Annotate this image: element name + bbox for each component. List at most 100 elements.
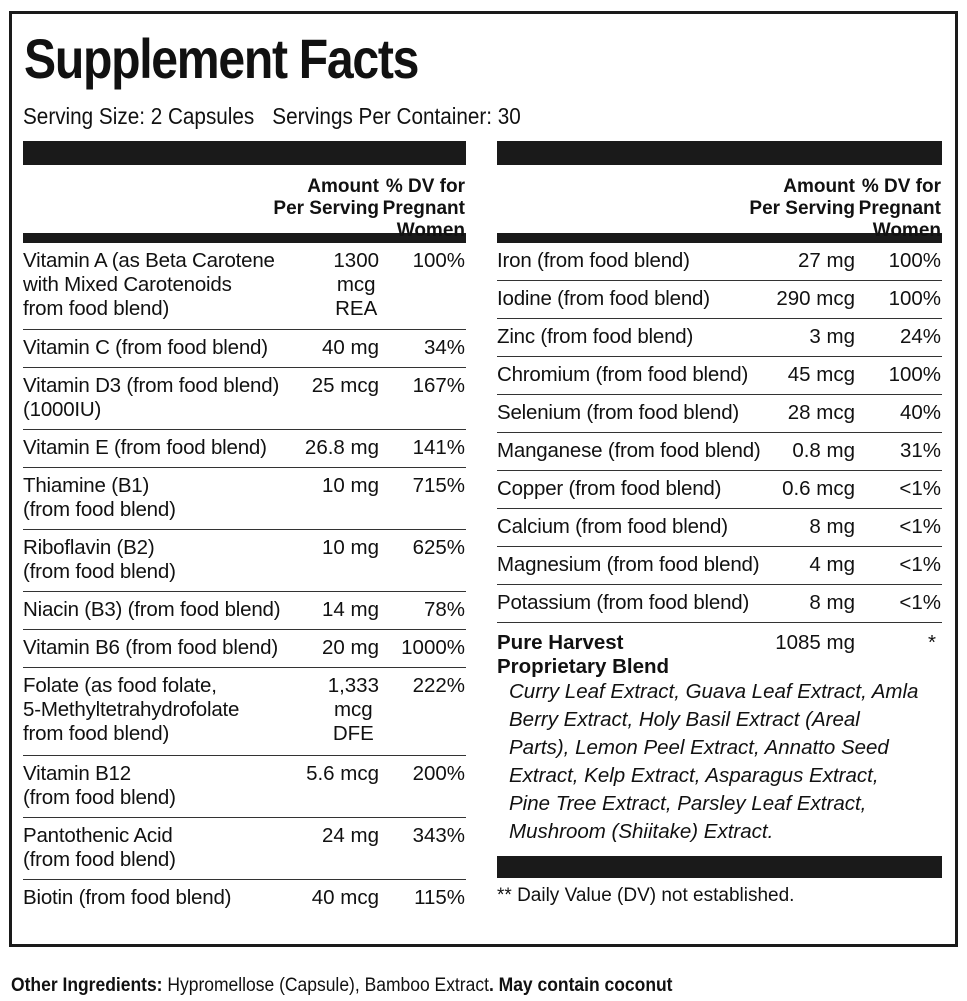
- nutrient-dv: 343%: [412, 824, 465, 847]
- other-ingredients-label: Other Ingredients:: [11, 975, 163, 996]
- nutrient-row: Biotin (from food blend) 40 mcg 115%: [23, 880, 466, 918]
- nutrient-row: Magnesium (from food blend) 4 mg <1%: [497, 547, 942, 585]
- allergen-warning: . May contain coconut: [488, 975, 673, 996]
- nutrient-name: Vitamin C (from food blend): [23, 336, 268, 359]
- nutrient-row: Vitamin B6 (from food blend) 20 mg 1000%: [23, 630, 466, 668]
- nutrient-name: Biotin (from food blend): [23, 886, 232, 909]
- nutrient-dv: 24%: [899, 325, 941, 348]
- nutrient-row: Chromium (from food blend) 45 mcg 100%: [497, 357, 942, 395]
- left-column: Amount Per Serving % DV for Pregnant Wom…: [23, 141, 466, 918]
- column-header: Amount Per Serving % DV for Pregnant Wom…: [23, 165, 466, 243]
- blend-ingredients: Curry Leaf Extract, Guava Leaf Extract, …: [509, 680, 919, 843]
- nutrient-dv: 115%: [414, 886, 465, 909]
- nutrient-amount: 10 mg: [322, 474, 379, 497]
- blend-dv: *: [928, 631, 936, 654]
- nutrient-dv: 34%: [423, 336, 465, 359]
- nutrient-amount: 20 mg: [322, 636, 379, 659]
- nutrient-row: Vitamin D3 (from food blend) (1000IU) 25 …: [23, 368, 466, 430]
- nutrient-amount: 4 mg: [809, 553, 855, 576]
- nutrient-row: Calcium (from food blend) 8 mg <1%: [497, 509, 942, 547]
- nutrient-row: Vitamin A (as Beta Carotene with Mixed C…: [23, 243, 466, 330]
- serving-size: Serving Size: 2 Capsules: [23, 103, 255, 129]
- footnote: ** Daily Value (DV) not established.: [497, 885, 795, 906]
- top-divider-bar: [23, 141, 466, 165]
- nutrient-name: Copper (from food blend): [497, 477, 722, 500]
- nutrient-dv: 167%: [412, 374, 465, 397]
- nutrient-row: Thiamine (B1) (from food blend) 10 mg 715%: [23, 468, 466, 530]
- nutrient-amount: 45 mcg: [787, 363, 855, 386]
- nutrient-row: Zinc (from food blend) 3 mg 24%: [497, 319, 942, 357]
- header-dv: % DV for Pregnant Women: [858, 176, 941, 241]
- nutrient-name: Pantothenic Acid (from food blend): [23, 824, 176, 871]
- nutrient-name: Chromium (from food blend): [497, 363, 749, 386]
- nutrient-amount: 28 mcg: [787, 401, 855, 424]
- nutrient-row: Folate (as food folate, 5-Methyltetrahyd…: [23, 668, 466, 756]
- nutrient-dv: <1%: [899, 591, 941, 614]
- header-amount: Amount Per Serving: [273, 176, 379, 219]
- serving-info: Serving Size: 2 Capsules Servings Per Con…: [23, 103, 521, 130]
- nutrient-amount: 1300 mcg REA: [333, 249, 379, 320]
- nutrient-amount: 10 mg: [322, 536, 379, 559]
- nutrient-row: Iron (from food blend) 27 mg 100%: [497, 243, 942, 281]
- blend-amount: 1085 mg: [775, 631, 855, 654]
- nutrient-row: Manganese (from food blend) 0.8 mg 31%: [497, 433, 942, 471]
- header-dv: % DV for Pregnant Women: [382, 176, 465, 241]
- nutrient-amount: 8 mg: [809, 515, 855, 538]
- nutrient-dv: 715%: [412, 474, 465, 497]
- nutrient-amount: 40 mg: [322, 336, 379, 359]
- nutrient-dv: 100%: [412, 249, 465, 272]
- nutrient-name: Thiamine (B1) (from food blend): [23, 474, 176, 521]
- nutrient-row: Pantothenic Acid (from food blend) 24 mg 3…: [23, 818, 466, 880]
- nutrient-row: Riboflavin (B2) (from food blend) 10 mg 62…: [23, 530, 466, 592]
- nutrient-name: Iron (from food blend): [497, 249, 690, 272]
- servings-per-container: Servings Per Container: 30: [272, 103, 521, 129]
- nutrient-name: Niacin (B3) (from food blend): [23, 598, 281, 621]
- nutrient-amount: 26.8 mg: [304, 436, 379, 459]
- nutrient-row: Vitamin E (from food blend) 26.8 mg 141%: [23, 430, 466, 468]
- nutrient-row: Vitamin C (from food blend) 40 mg 34%: [23, 330, 466, 368]
- nutrient-name: Manganese (from food blend): [497, 439, 761, 462]
- nutrient-name: Iodine (from food blend): [497, 287, 710, 310]
- nutrient-row: Niacin (B3) (from food blend) 14 mg 78%: [23, 592, 466, 630]
- nutrient-name: Potassium (from food blend): [497, 591, 750, 614]
- right-column: Amount Per Serving % DV for Pregnant Wom…: [497, 141, 942, 908]
- nutrient-row: Selenium (from food blend) 28 mcg 40%: [497, 395, 942, 433]
- nutrient-row: Potassium (from food blend) 8 mg <1%: [497, 585, 942, 623]
- nutrient-name: Vitamin A (as Beta Carotene with Mixed C…: [23, 249, 275, 320]
- nutrient-row: Copper (from food blend) 0.6 mcg <1%: [497, 471, 942, 509]
- panel-title: Supplement Facts: [24, 27, 419, 90]
- nutrient-amount: 290 mcg: [776, 287, 855, 310]
- nutrient-amount: 14 mg: [322, 598, 379, 621]
- supplement-facts-panel: Supplement Facts Serving Size: 2 Capsule…: [9, 11, 958, 947]
- nutrient-name: Folate (as food folate, 5-Methyltetrahyd…: [23, 674, 240, 745]
- nutrient-dv: 1000%: [401, 636, 465, 659]
- nutrient-amount: 0.6 mcg: [782, 477, 855, 500]
- nutrient-name: Calcium (from food blend): [497, 515, 728, 538]
- nutrient-amount: 27 mg: [798, 249, 855, 272]
- nutrient-amount: 0.8 mg: [792, 439, 855, 462]
- left-nutrient-list: Vitamin A (as Beta Carotene with Mixed C…: [23, 243, 466, 918]
- nutrient-dv: 31%: [899, 439, 941, 462]
- nutrient-dv: 222%: [412, 674, 465, 697]
- proprietary-blend-row: Pure Harvest Proprietary Blend 1085 mg *: [497, 623, 942, 678]
- nutrient-name: Zinc (from food blend): [497, 325, 694, 348]
- header-amount: Amount Per Serving: [749, 176, 855, 219]
- nutrient-row: Iodine (from food blend) 290 mcg 100%: [497, 281, 942, 319]
- nutrient-amount: 8 mg: [809, 591, 855, 614]
- nutrient-amount: 24 mg: [322, 824, 379, 847]
- nutrient-dv: <1%: [899, 477, 941, 500]
- nutrient-name: Vitamin B12 (from food blend): [23, 762, 176, 809]
- nutrient-name: Vitamin E (from food blend): [23, 436, 267, 459]
- nutrient-dv: 100%: [888, 249, 941, 272]
- nutrient-dv: 78%: [423, 598, 465, 621]
- nutrient-dv: <1%: [899, 515, 941, 538]
- nutrient-dv: 625%: [412, 536, 465, 559]
- nutrient-dv: 100%: [888, 363, 941, 386]
- nutrient-dv: <1%: [899, 553, 941, 576]
- bottom-divider-bar: [497, 856, 942, 878]
- nutrient-dv: 40%: [899, 401, 941, 424]
- nutrient-name: Selenium (from food blend): [497, 401, 740, 424]
- right-nutrient-list: Iron (from food blend) 27 mg 100% Iodine (f…: [497, 243, 942, 623]
- nutrient-amount: 3 mg: [809, 325, 855, 348]
- blend-name: Pure Harvest Proprietary Blend: [497, 631, 670, 678]
